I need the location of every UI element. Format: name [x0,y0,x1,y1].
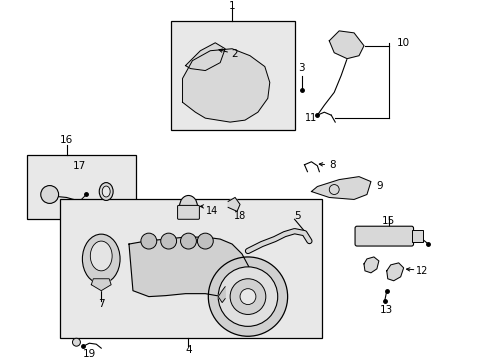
Circle shape [161,233,176,249]
Polygon shape [91,279,111,291]
Text: 18: 18 [233,211,245,221]
Text: 2: 2 [230,49,237,59]
FancyBboxPatch shape [177,206,199,219]
Ellipse shape [82,234,120,284]
Polygon shape [311,177,370,199]
Circle shape [41,185,59,203]
Text: 14: 14 [206,206,218,216]
Text: 12: 12 [415,266,428,276]
Text: 13: 13 [379,306,393,315]
Text: 15: 15 [381,216,395,226]
Ellipse shape [102,186,110,197]
FancyBboxPatch shape [354,226,413,246]
Text: 1: 1 [228,1,235,11]
Ellipse shape [90,241,112,271]
Circle shape [197,233,213,249]
Text: 3: 3 [298,63,304,73]
Circle shape [208,257,287,336]
Polygon shape [228,198,240,211]
Bar [411,230,423,242]
Text: 5: 5 [294,211,300,221]
Text: 7: 7 [98,298,104,309]
Circle shape [180,233,196,249]
Bar [170,21,294,130]
Text: 17: 17 [73,161,86,171]
Polygon shape [129,237,254,298]
Circle shape [218,267,277,327]
Text: 4: 4 [185,345,191,355]
Text: 16: 16 [60,135,73,145]
Polygon shape [218,287,224,302]
Polygon shape [386,263,403,281]
Text: 11: 11 [305,113,317,123]
Text: 9: 9 [376,181,383,190]
Circle shape [72,338,80,346]
Polygon shape [363,257,378,273]
Ellipse shape [99,183,113,201]
Polygon shape [185,43,224,71]
Ellipse shape [179,195,197,217]
Circle shape [141,233,157,249]
Polygon shape [328,31,363,59]
Circle shape [328,185,339,194]
Circle shape [230,279,265,314]
Circle shape [240,289,255,305]
Text: 19: 19 [82,349,96,359]
Bar [60,199,322,338]
Polygon shape [182,49,269,122]
Text: 10: 10 [396,38,409,48]
Bar [27,155,136,219]
Text: 8: 8 [328,160,335,170]
Text: 6: 6 [232,278,239,288]
